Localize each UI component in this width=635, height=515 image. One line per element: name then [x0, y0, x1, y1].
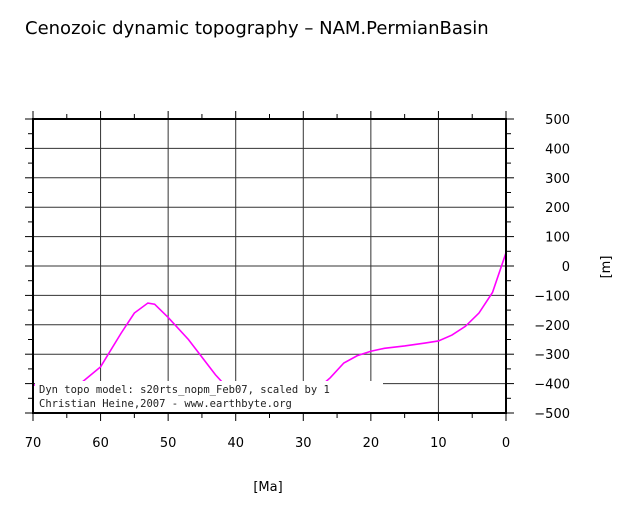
y-tick-label: 0 [562, 260, 570, 275]
annotation-box [35, 381, 383, 412]
annotation-text: Christian Heine,2007 - www.earthbyte.org [39, 398, 292, 410]
x-tick-label: 40 [227, 436, 244, 451]
y-tick-label: 500 [545, 113, 570, 128]
plot-frame [32, 118, 507, 414]
x-tick-label: 20 [363, 436, 380, 451]
y-tick-label: 300 [545, 172, 570, 187]
x-tick-label: 50 [160, 436, 177, 451]
y-tick-label: 100 [545, 231, 570, 246]
y-tick-label: −200 [534, 319, 570, 334]
x-axis-label: [Ma] [253, 480, 282, 495]
y-axis-label: [m] [599, 256, 614, 279]
x-tick-label: 60 [92, 436, 109, 451]
x-tick-label: 70 [25, 436, 42, 451]
y-tick-label: −300 [534, 348, 570, 363]
y-tick-label: −400 [534, 378, 570, 393]
y-tick-label: 400 [545, 142, 570, 157]
y-tick-label: −500 [534, 407, 570, 422]
chart-title: Cenozoic dynamic topography – NAM.Permia… [25, 18, 489, 39]
y-tick-label: −100 [534, 289, 570, 304]
y-tick-label: 200 [545, 201, 570, 216]
annotation-text: Dyn topo model: s20rts_nopm_Feb07, scale… [39, 384, 330, 396]
x-tick-label: 0 [502, 436, 510, 451]
x-tick-label: 10 [430, 436, 447, 451]
x-tick-label: 30 [295, 436, 312, 451]
